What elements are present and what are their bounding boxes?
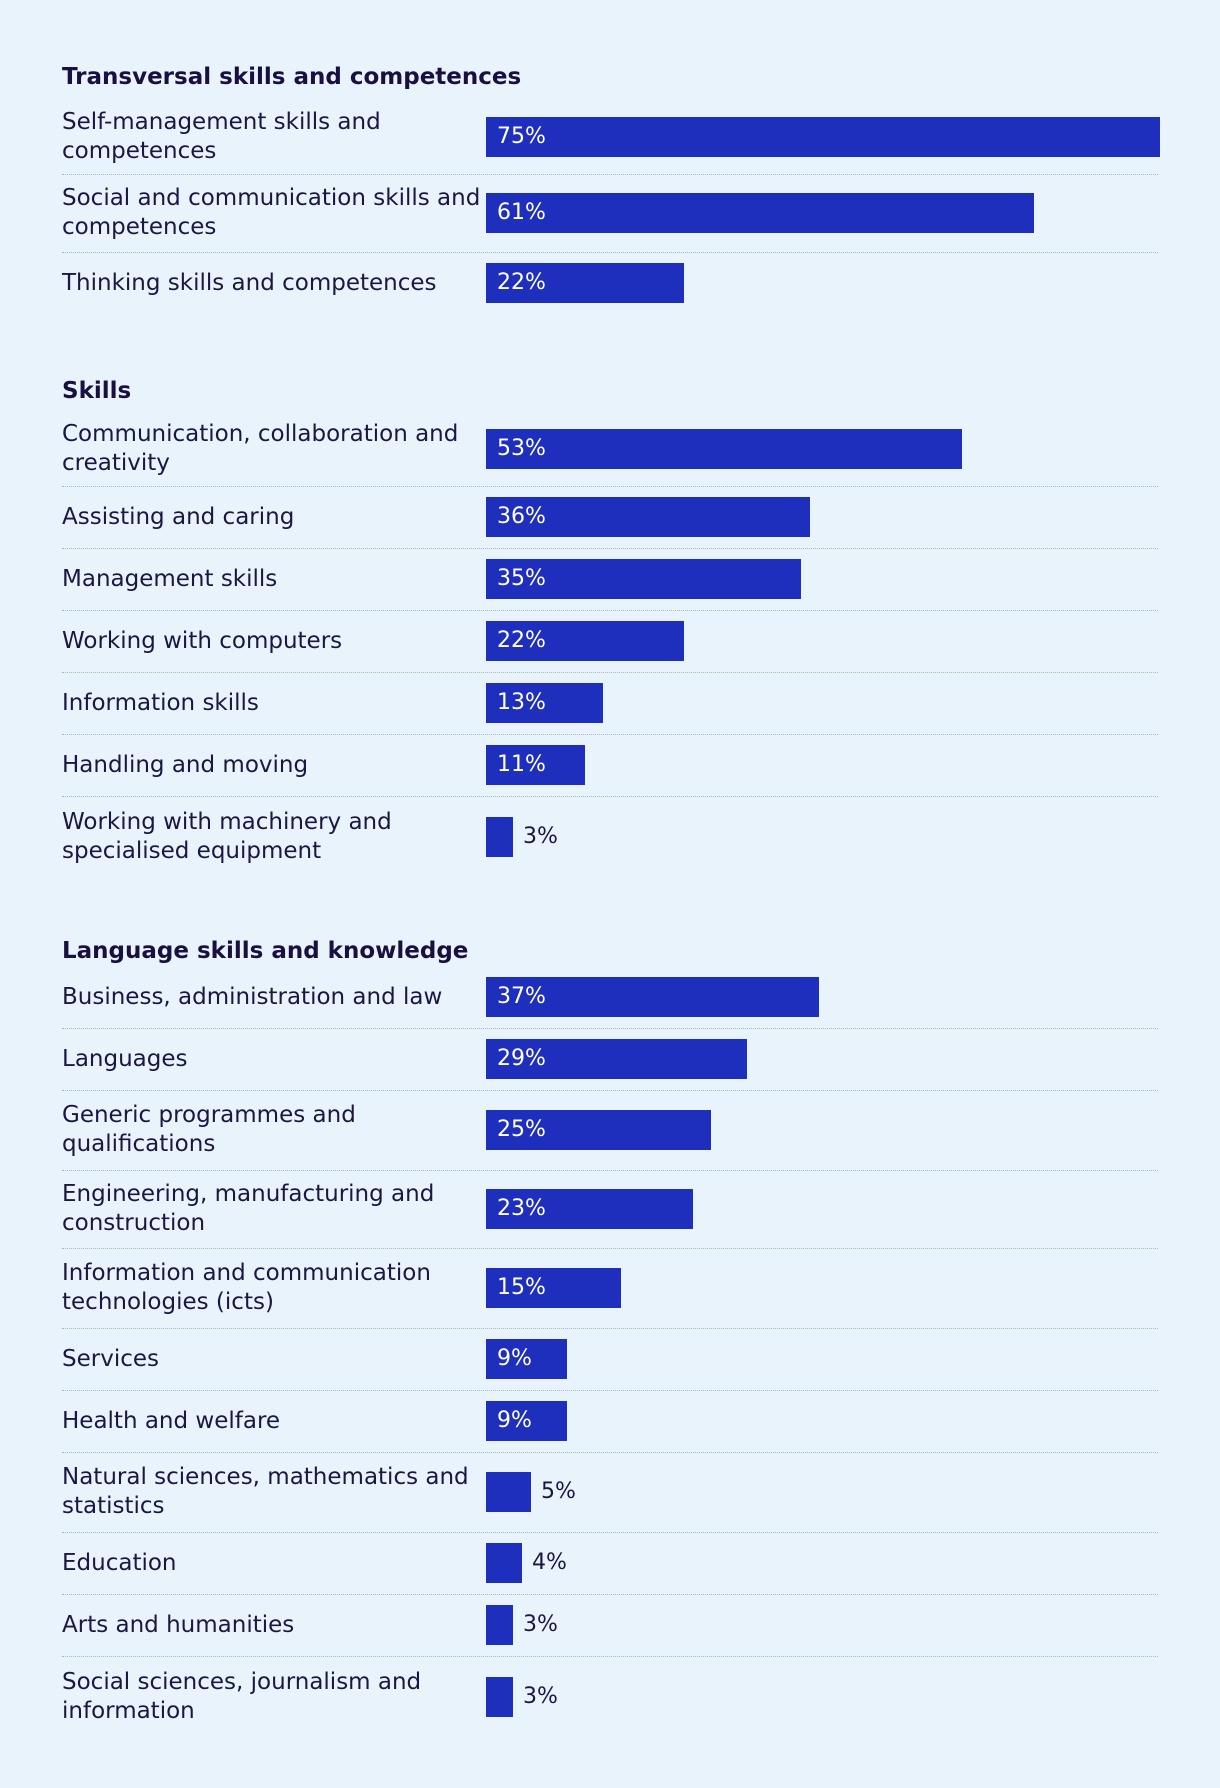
value-label: 23% [497,1196,546,1221]
bar-row: Social and communication skills and comp… [62,174,1158,253]
value-label: 11% [497,752,546,777]
category-label: Generic programmes and qualifications [62,1102,356,1157]
bar-row: Services 9% [62,1328,1158,1391]
value-label: 37% [497,984,546,1009]
bar-row: Assisting and caring 36% [62,486,1158,549]
bar [486,1268,621,1308]
category-label: Information skills [62,689,259,716]
bar-row: Arts and humanities 3% [62,1594,1158,1657]
bar [486,1605,513,1645]
bar-row: Information and communication technologi… [62,1248,1158,1329]
value-label: 9% [497,1408,532,1433]
category-label: Health and welfare [62,1407,281,1434]
category-label: Education [62,1549,177,1576]
value-label: 36% [497,504,546,529]
bar [486,1677,513,1717]
bar-row: Natural sciences, mathematics and statis… [62,1452,1158,1533]
bar-row: Generic programmes and qualifications 25% [62,1090,1158,1171]
bar [486,1543,522,1583]
value-label: 13% [497,690,546,715]
bar [486,1110,711,1150]
bar-row: Thinking skills and competences 22% [62,252,1158,314]
category-label: Services [62,1345,159,1372]
bar-row: Education 4% [62,1532,1158,1595]
category-label: Languages [62,1045,188,1072]
category-label: Business, administration and law [62,983,443,1010]
value-label: 4% [532,1550,567,1575]
bar [486,1039,747,1079]
bar-row: Information skills 13% [62,672,1158,735]
bar-row: Working with machinery and specialised e… [62,796,1158,878]
bar-row: Business, administration and law 37% [62,966,1158,1029]
category-label: Working with machinery and specialised e… [62,809,392,864]
bar [486,117,1160,157]
value-label: 25% [497,1117,546,1142]
bar-row: Engineering, manufacturing and construct… [62,1170,1158,1249]
value-label: 3% [523,824,558,849]
category-label: Arts and humanities [62,1611,295,1638]
bar-row: Social sciences, journalism and informat… [62,1656,1158,1738]
value-label: 29% [497,1046,546,1071]
bar [486,977,819,1017]
section-title: Skills [62,378,132,404]
bar [486,1189,693,1229]
category-label: Assisting and caring [62,503,295,530]
bar-row: Management skills 35% [62,548,1158,611]
bar [486,745,585,785]
category-label: Engineering, manufacturing and construct… [62,1181,435,1236]
section-title: Language skills and knowledge [62,938,469,964]
bar [486,817,513,857]
bar-row: Handling and moving 11% [62,734,1158,797]
value-label: 5% [541,1479,576,1504]
bar [486,429,962,469]
value-label: 61% [497,200,546,225]
category-label: Management skills [62,565,278,592]
value-label: 22% [497,628,546,653]
category-label: Working with computers [62,627,343,654]
bar-row: Health and welfare 9% [62,1390,1158,1453]
bar [486,497,810,537]
value-label: 15% [497,1275,546,1300]
bar [486,621,684,661]
category-label: Social sciences, journalism and informat… [62,1669,422,1724]
bar [486,193,1034,233]
value-label: 3% [523,1684,558,1709]
value-label: 9% [497,1346,532,1371]
bar-row: Languages 29% [62,1028,1158,1091]
value-label: 75% [497,124,546,149]
category-label: Natural sciences, mathematics and statis… [62,1464,469,1519]
category-label: Self-management skills and competences [62,109,381,164]
category-label: Social and communication skills and comp… [62,185,481,240]
value-label: 3% [523,1612,558,1637]
category-label: Thinking skills and competences [62,269,437,296]
bar-row: Communication, collaboration and creativ… [62,412,1158,487]
value-label: 35% [497,566,546,591]
bar [486,1401,567,1441]
value-label: 53% [497,436,546,461]
bar [486,683,603,723]
bar [486,263,684,303]
value-label: 22% [497,270,546,295]
bar [486,1339,567,1379]
category-label: Communication, collaboration and creativ… [62,421,459,476]
bar [486,1472,531,1512]
category-label: Information and communication technologi… [62,1260,431,1315]
section-title: Transversal skills and competences [62,64,522,90]
bar-row: Working with computers 22% [62,610,1158,673]
category-label: Handling and moving [62,751,309,778]
bar-row: Self-management skills and competences 75… [62,100,1160,175]
bar [486,559,801,599]
